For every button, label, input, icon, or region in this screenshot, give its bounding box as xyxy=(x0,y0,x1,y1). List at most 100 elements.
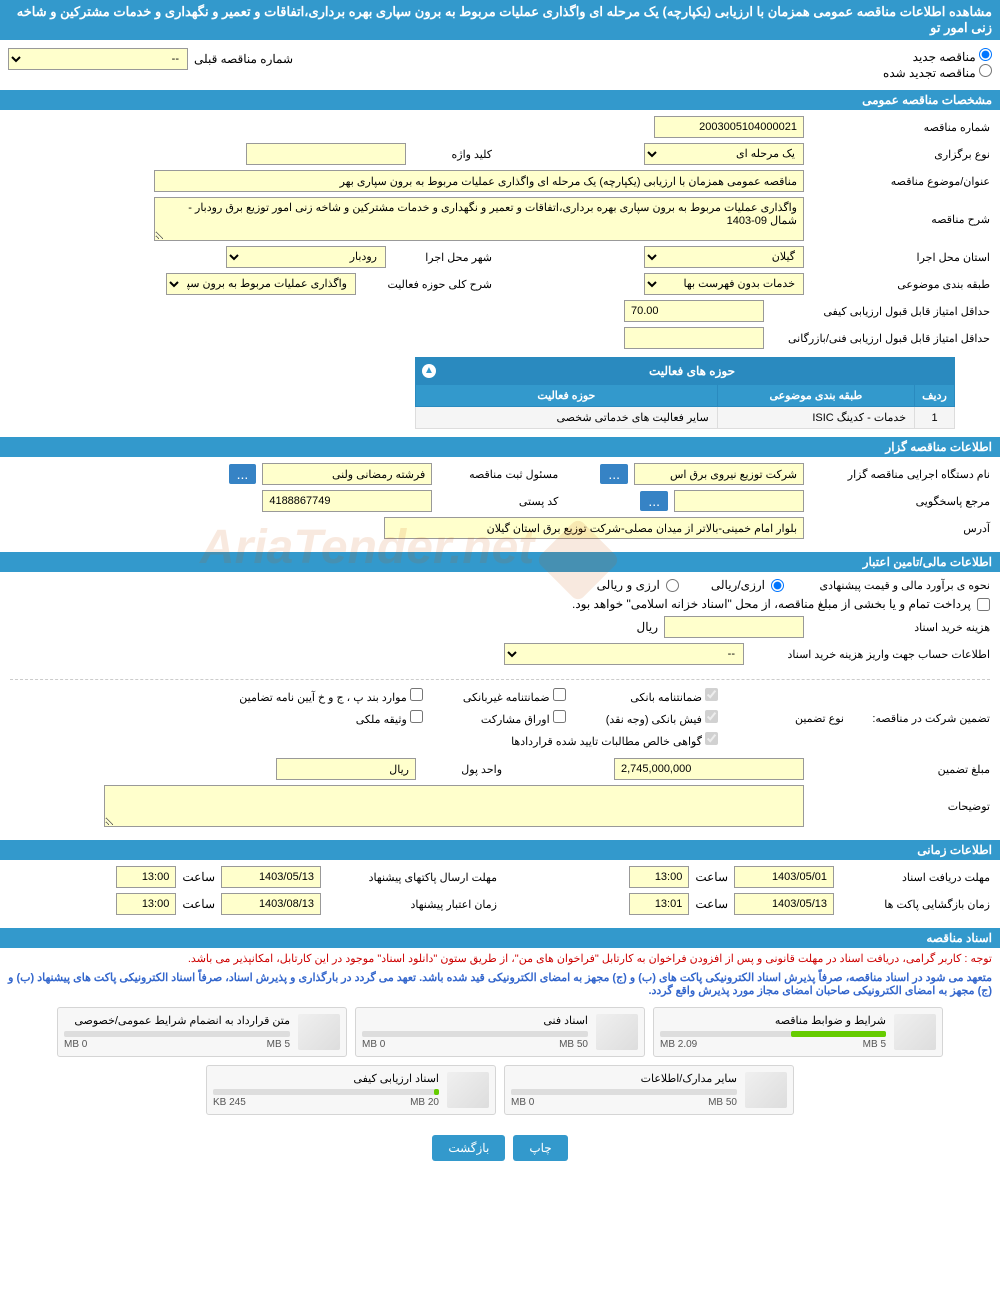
currency-input[interactable] xyxy=(276,758,416,780)
holding-type-label: نوع برگزاری xyxy=(810,148,990,161)
chk-receivables[interactable] xyxy=(705,732,718,745)
file-used: 0 MB xyxy=(511,1097,534,1108)
doc-deadline-date[interactable] xyxy=(734,866,834,888)
file-max: 20 MB xyxy=(410,1097,439,1108)
chk-property[interactable] xyxy=(410,710,423,723)
file-box[interactable]: شرایط و ضوابط مناقصه 5 MB2.09 MB xyxy=(653,1007,943,1057)
cell-category: خدمات - کدینگ ISIC xyxy=(717,407,914,429)
notice-blue: متعهد می شود در اسناد مناقصه، صرفاً پذیر… xyxy=(0,969,1000,999)
chk-nonbank[interactable] xyxy=(553,688,566,701)
opening-date[interactable] xyxy=(734,893,834,915)
chk-securities[interactable] xyxy=(553,710,566,723)
city-select[interactable]: رودبار xyxy=(226,246,386,268)
file-used: 245 KB xyxy=(213,1097,246,1108)
activity-desc-label: شرح کلی حوزه فعالیت xyxy=(362,278,492,291)
print-button[interactable]: چاپ xyxy=(513,1135,567,1161)
radio-rial[interactable] xyxy=(771,579,784,592)
back-button[interactable]: بازگشت xyxy=(432,1135,505,1161)
folder-icon xyxy=(447,1072,489,1108)
col-category: طبقه بندی موضوعی xyxy=(717,385,914,407)
chk-cash[interactable] xyxy=(705,710,718,723)
file-box[interactable]: متن قرارداد به انضمام شرایط عمومی/خصوصی … xyxy=(57,1007,347,1057)
cell-num: 1 xyxy=(915,407,955,429)
file-box[interactable]: اسناد ارزیابی کیفی 20 MB 245 KB xyxy=(206,1065,496,1115)
keyword-label: کلید واژه xyxy=(412,148,492,161)
activity-desc-select[interactable]: واگذاری عملیات مربوط به برون سپاری بهره xyxy=(166,273,356,295)
account-info-select[interactable]: -- xyxy=(504,643,744,665)
progress-track xyxy=(511,1089,737,1095)
proposal-deadline-time[interactable] xyxy=(116,866,176,888)
collapse-icon[interactable]: ▲ xyxy=(422,364,436,378)
currency-label: واحد پول xyxy=(422,763,502,776)
title-label: عنوان/موضوع مناقصه xyxy=(810,175,990,188)
category-select[interactable]: خدمات بدون فهرست بها xyxy=(644,273,804,295)
folder-icon xyxy=(298,1014,340,1050)
activity-table: حوزه های فعالیت▲ ردیف طبقه بندی موضوعی ح… xyxy=(415,357,955,429)
file-box[interactable]: سایر مدارک/اطلاعات 50 MB0 MB xyxy=(504,1065,794,1115)
radio-new[interactable] xyxy=(979,48,992,61)
response-ref-input[interactable] xyxy=(674,490,804,512)
province-label: استان محل اجرا xyxy=(810,251,990,264)
chk-bank[interactable] xyxy=(705,688,718,701)
min-tech-input[interactable] xyxy=(624,327,764,349)
reg-lookup-button[interactable]: ... xyxy=(229,464,257,484)
section-general: مشخصات مناقصه عمومی xyxy=(0,90,1000,110)
progress-track xyxy=(362,1031,588,1037)
doc-deadline-time[interactable] xyxy=(629,866,689,888)
file-title: اسناد ارزیابی کیفی xyxy=(213,1072,439,1085)
prev-number-select[interactable]: -- xyxy=(8,48,188,70)
address-input[interactable] xyxy=(384,517,804,539)
activity-table-title: حوزه های فعالیت xyxy=(649,364,735,378)
notes-textarea[interactable] xyxy=(104,785,804,827)
doc-cost-unit: ریال xyxy=(636,620,658,634)
radio-renewed[interactable] xyxy=(979,64,992,77)
file-title: متن قرارداد به انضمام شرایط عمومی/خصوصی xyxy=(64,1014,290,1027)
notes-label: توضیحات xyxy=(810,800,990,813)
file-grid: شرایط و ضوابط مناقصه 5 MB2.09 MB اسناد ف… xyxy=(0,999,1000,1123)
progress-track xyxy=(64,1031,290,1037)
proposal-deadline-date[interactable] xyxy=(221,866,321,888)
validity-date[interactable] xyxy=(221,893,321,915)
province-select[interactable]: گیلان xyxy=(644,246,804,268)
time-label: ساعت xyxy=(695,870,728,884)
section-documents: اسناد مناقصه xyxy=(0,928,1000,948)
reg-official-input[interactable] xyxy=(262,463,432,485)
radio-renewed-label: مناقصه تجدید شده xyxy=(883,66,976,80)
chk-treasury[interactable] xyxy=(977,598,990,611)
opening-time[interactable] xyxy=(629,893,689,915)
min-quality-label: حداقل امتیاز قابل قبول ارزیابی کیفی xyxy=(770,305,990,318)
radio-currency[interactable] xyxy=(666,579,679,592)
org-lookup-button[interactable]: ... xyxy=(600,464,628,484)
postal-input[interactable] xyxy=(262,490,432,512)
file-title: سایر مدارک/اطلاعات xyxy=(511,1072,737,1085)
tender-number-input[interactable] xyxy=(654,116,804,138)
section-organizer: اطلاعات مناقصه گزار xyxy=(0,437,1000,457)
title-input[interactable] xyxy=(154,170,804,192)
file-used: 0 MB xyxy=(64,1039,87,1050)
progress-fill xyxy=(434,1089,439,1095)
reg-official-label: مسئول ثبت مناقصه xyxy=(438,468,558,481)
account-info-label: اطلاعات حساب جهت واریز هزینه خرید اسناد xyxy=(750,648,990,661)
progress-track xyxy=(660,1031,886,1037)
tender-number-label: شماره مناقصه xyxy=(810,121,990,134)
doc-cost-input[interactable] xyxy=(664,616,804,638)
file-max: 50 MB xyxy=(559,1039,588,1050)
description-textarea[interactable] xyxy=(154,197,804,241)
file-title: شرایط و ضوابط مناقصه xyxy=(660,1014,886,1027)
file-box[interactable]: اسناد فنی 50 MB0 MB xyxy=(355,1007,645,1057)
chk-bond[interactable] xyxy=(410,688,423,701)
keyword-input[interactable] xyxy=(246,143,406,165)
guarantee-amount-input[interactable] xyxy=(614,758,804,780)
validity-time[interactable] xyxy=(116,893,176,915)
holding-type-select[interactable]: یک مرحله ای xyxy=(644,143,804,165)
doc-deadline-label: مهلت دریافت اسناد xyxy=(840,871,990,884)
opening-label: زمان بازگشایی پاکت ها xyxy=(840,898,990,911)
guarantee-amount-label: مبلغ تضمین xyxy=(810,763,990,776)
category-label: طبقه بندی موضوعی xyxy=(810,278,990,291)
folder-icon xyxy=(745,1072,787,1108)
min-quality-input[interactable] xyxy=(624,300,764,322)
ref-lookup-button[interactable]: ... xyxy=(640,491,668,511)
org-input[interactable] xyxy=(634,463,804,485)
address-label: آدرس xyxy=(810,522,990,535)
notice-red: توجه : کاربر گرامی، دریافت اسناد در مهلت… xyxy=(0,948,1000,969)
